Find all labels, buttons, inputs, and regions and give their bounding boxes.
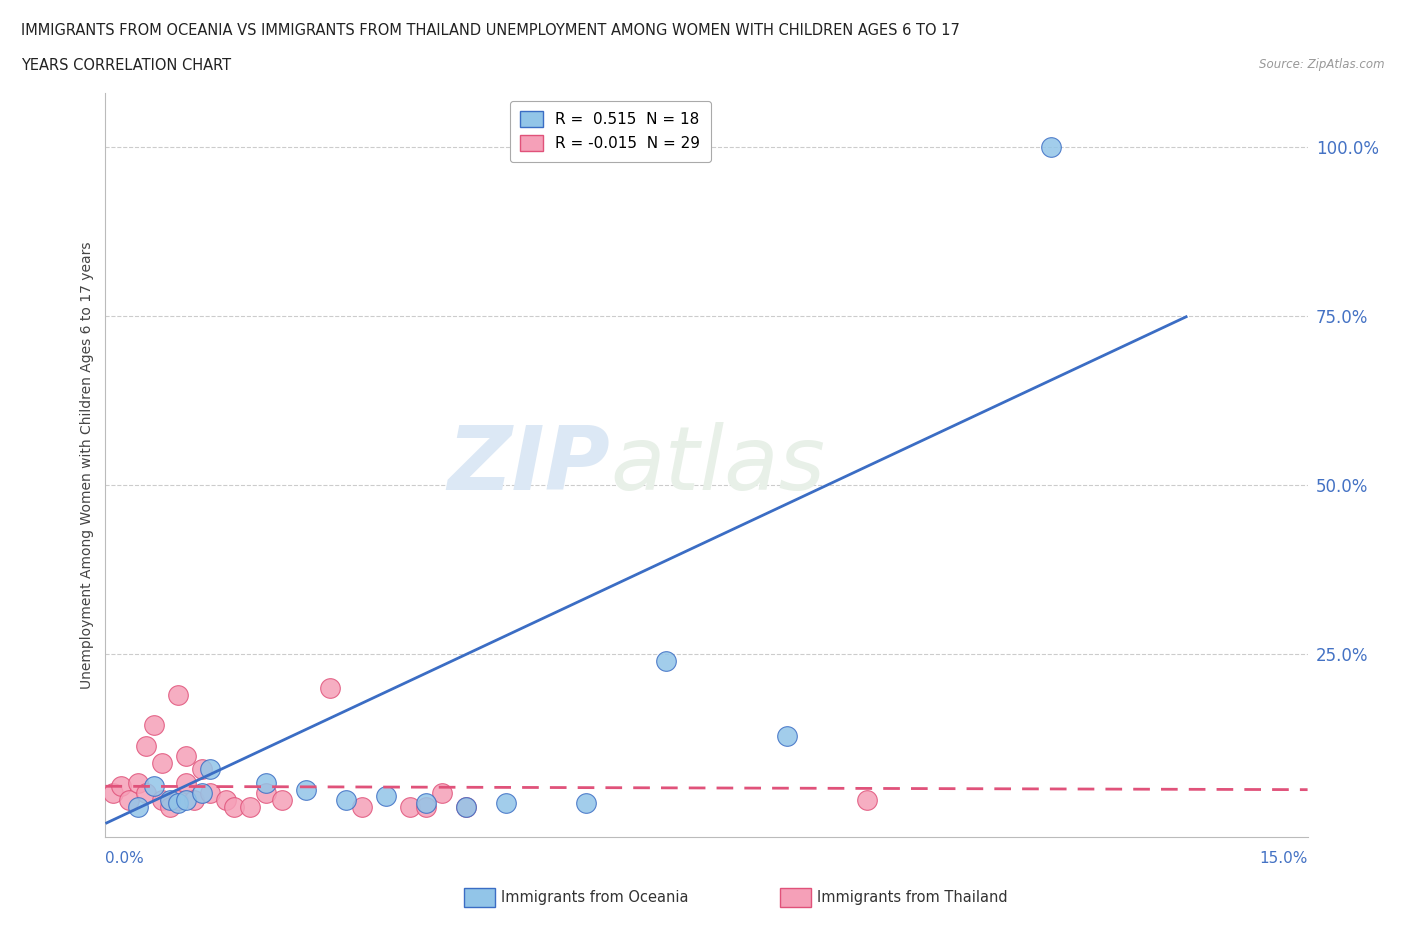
Point — [214, 792, 236, 807]
Text: 15.0%: 15.0% — [1260, 851, 1308, 866]
Text: atlas: atlas — [610, 422, 825, 508]
Text: YEARS CORRELATION CHART: YEARS CORRELATION CHART — [21, 58, 231, 73]
Point — [166, 792, 188, 807]
Point — [159, 799, 181, 814]
Point — [350, 799, 373, 814]
Point — [103, 786, 125, 801]
Legend: R =  0.515  N = 18, R = -0.015  N = 29: R = 0.515 N = 18, R = -0.015 N = 29 — [509, 100, 711, 162]
Point — [575, 796, 598, 811]
Point — [174, 749, 197, 764]
Point — [374, 789, 398, 804]
Point — [127, 799, 149, 814]
Point — [319, 681, 342, 696]
Point — [270, 792, 292, 807]
Point — [166, 796, 188, 811]
Text: IMMIGRANTS FROM OCEANIA VS IMMIGRANTS FROM THAILAND UNEMPLOYMENT AMONG WOMEN WIT: IMMIGRANTS FROM OCEANIA VS IMMIGRANTS FR… — [21, 23, 960, 38]
Point — [655, 654, 678, 669]
Point — [254, 786, 277, 801]
Text: Immigrants from Oceania: Immigrants from Oceania — [501, 890, 688, 905]
Point — [430, 786, 453, 801]
Point — [399, 799, 422, 814]
Point — [454, 799, 477, 814]
Text: 0.0%: 0.0% — [105, 851, 145, 866]
Point — [1040, 140, 1063, 154]
Point — [198, 786, 221, 801]
Point — [295, 782, 318, 797]
Point — [254, 776, 277, 790]
Point — [118, 792, 141, 807]
Point — [855, 792, 877, 807]
Point — [174, 792, 197, 807]
Point — [159, 792, 181, 807]
Point — [415, 796, 437, 811]
Point — [135, 786, 157, 801]
Point — [150, 792, 173, 807]
Point — [454, 799, 477, 814]
Text: ZIP: ZIP — [447, 421, 610, 509]
Point — [135, 738, 157, 753]
Point — [166, 687, 188, 702]
Point — [142, 718, 165, 733]
Point — [190, 786, 212, 801]
Point — [776, 728, 799, 743]
Point — [110, 778, 132, 793]
Point — [183, 792, 205, 807]
Point — [127, 776, 149, 790]
Point — [190, 762, 212, 777]
Point — [150, 755, 173, 770]
Point — [239, 799, 262, 814]
Point — [415, 799, 437, 814]
Point — [222, 799, 245, 814]
Point — [142, 778, 165, 793]
Text: Source: ZipAtlas.com: Source: ZipAtlas.com — [1260, 58, 1385, 71]
Point — [174, 776, 197, 790]
Point — [495, 796, 517, 811]
Text: Immigrants from Thailand: Immigrants from Thailand — [817, 890, 1008, 905]
Y-axis label: Unemployment Among Women with Children Ages 6 to 17 years: Unemployment Among Women with Children A… — [80, 241, 94, 689]
Point — [335, 792, 357, 807]
Point — [198, 762, 221, 777]
